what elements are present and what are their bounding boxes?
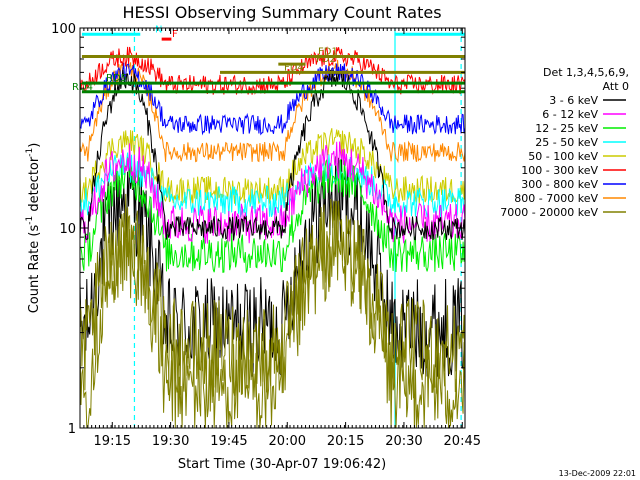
y-tick-label-0: 1 [68,422,76,437]
x-tick-label-5: 20:30 [385,434,422,449]
y-axis-title-sup2: -1 [25,148,35,157]
x-axis-title: Start Time (30-Apr-07 19:06:42) [178,457,386,472]
series-line-2 [80,157,465,273]
x-tick-label-6: 20:45 [444,434,481,449]
legend-label-2: 12 - 25 keV [535,122,598,135]
series-line-5 [80,46,465,95]
x-tick-label-4: 20:15 [327,434,364,449]
y-axis-title-part1: Count Rate (s [27,225,42,314]
flag-label-5: FD4 [284,62,304,73]
series-line-0 [80,69,465,241]
legend-label-7: 800 - 7000 keV [514,192,598,205]
legend-title-2: Att 0 [603,80,629,93]
series-line-1 [80,141,465,244]
y-axis-title-part2: detector [27,156,42,216]
flag-label-4: FD2 [316,54,336,65]
y-axis: 1 10 100 [51,22,465,437]
y-axis-title-sup1: -1 [25,216,35,225]
x-tick-label-1: 19:30 [152,434,189,449]
legend-label-8: 7000 - 20000 keV [500,206,598,219]
legend-label-5: 100 - 300 keV [521,164,598,177]
x-tick-label-3: 20:00 [269,434,306,449]
legend-title-1: Det 1,3,4,5,6,9, [543,66,629,79]
legend-label-4: 50 - 100 keV [528,150,598,163]
series-line-6 [80,62,465,136]
y-tick-label-2: 100 [51,22,76,37]
chart-title: HESSI Observing Summary Count Rates [122,3,441,22]
flag-label-0: N [155,24,162,35]
legend-label-3: 25 - 50 keV [535,136,598,149]
trace-bottom-olive [80,200,465,428]
flag-label-7: RD4 [72,82,93,93]
series-line-8 [80,193,465,399]
x-tick-label-0: 19:15 [94,434,131,449]
legend-label-6: 300 - 800 keV [521,178,598,191]
footer-date: 13-Dec-2009 22:01 [559,469,636,478]
x-tick-label-2: 19:45 [210,434,247,449]
y-axis-title-part3: ) [27,143,42,148]
x-axis: 19:15 19:30 19:45 20:00 20:15 20:30 20:45 [83,28,481,449]
y-axis-title: Count Rate (s-1 detector-1) [25,143,42,314]
series-line-4 [80,128,465,204]
series-line-7 [80,59,465,164]
legend-label-0: 3 - 6 keV [549,94,598,107]
plot-traces [80,28,465,428]
legend-label-1: 6 - 12 keV [542,108,598,121]
y-tick-label-1: 10 [59,222,76,237]
flag-label-2: F [172,29,178,40]
flag-label-6: RD5 [106,73,127,84]
flag-label-3: FD1 [318,47,338,58]
